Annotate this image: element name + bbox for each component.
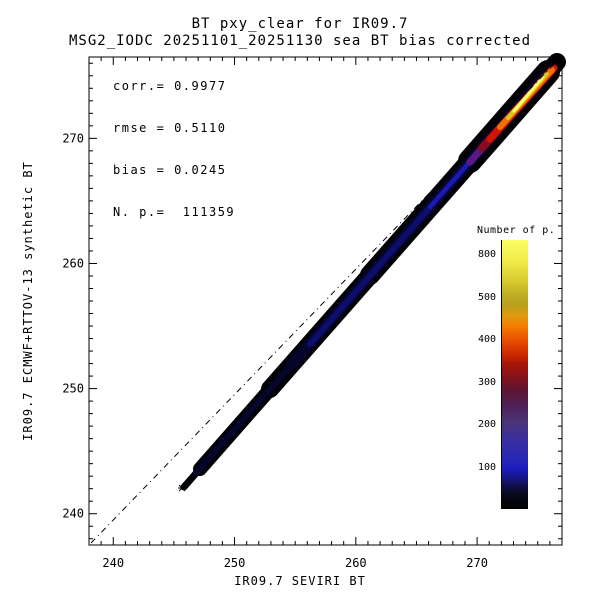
colorbar-tick-label: 800: [477, 249, 496, 260]
x-axis-label: IR09.7 SEVIRI BT: [234, 574, 366, 588]
x-tick-label: 250: [224, 556, 246, 570]
colorbar-tick-label: 200: [477, 419, 496, 431]
colorbar-tick-label: 500: [477, 291, 496, 303]
density-band: [180, 53, 566, 491]
y-tick-label: 240: [62, 507, 84, 521]
y-tick-label: 250: [62, 382, 84, 396]
colorbar-tick-label: 300: [477, 376, 496, 388]
stat-rmse: rmse = 0.5110: [113, 121, 227, 135]
axes-layer: 240 250 260 270 240 250 260 270: [62, 56, 563, 570]
tip-star-marker: [178, 484, 186, 492]
chart-title: BT pxy_clear for IR09.7: [191, 16, 409, 32]
x-tick-label: 260: [345, 556, 367, 570]
chart-subtitle: MSG2_IODC 20251101_20251130 sea BT bias …: [68, 33, 531, 49]
y-tick-label: 260: [62, 256, 84, 270]
stat-bias: bias = 0.0245: [113, 163, 227, 177]
stat-npoints: N. p.= 111359: [113, 205, 236, 219]
colorbar-tick-label: 400: [477, 334, 496, 346]
x-tick-label: 270: [466, 556, 488, 570]
colorbar-tick-label: 100: [477, 462, 496, 473]
y-tick-label: 270: [62, 131, 84, 145]
colorbar-gradient: [501, 240, 528, 509]
stat-corr: corr.= 0.9977: [113, 79, 227, 93]
colorbar-title: Number of p.: [477, 225, 556, 236]
x-tick-label: 240: [102, 556, 124, 570]
